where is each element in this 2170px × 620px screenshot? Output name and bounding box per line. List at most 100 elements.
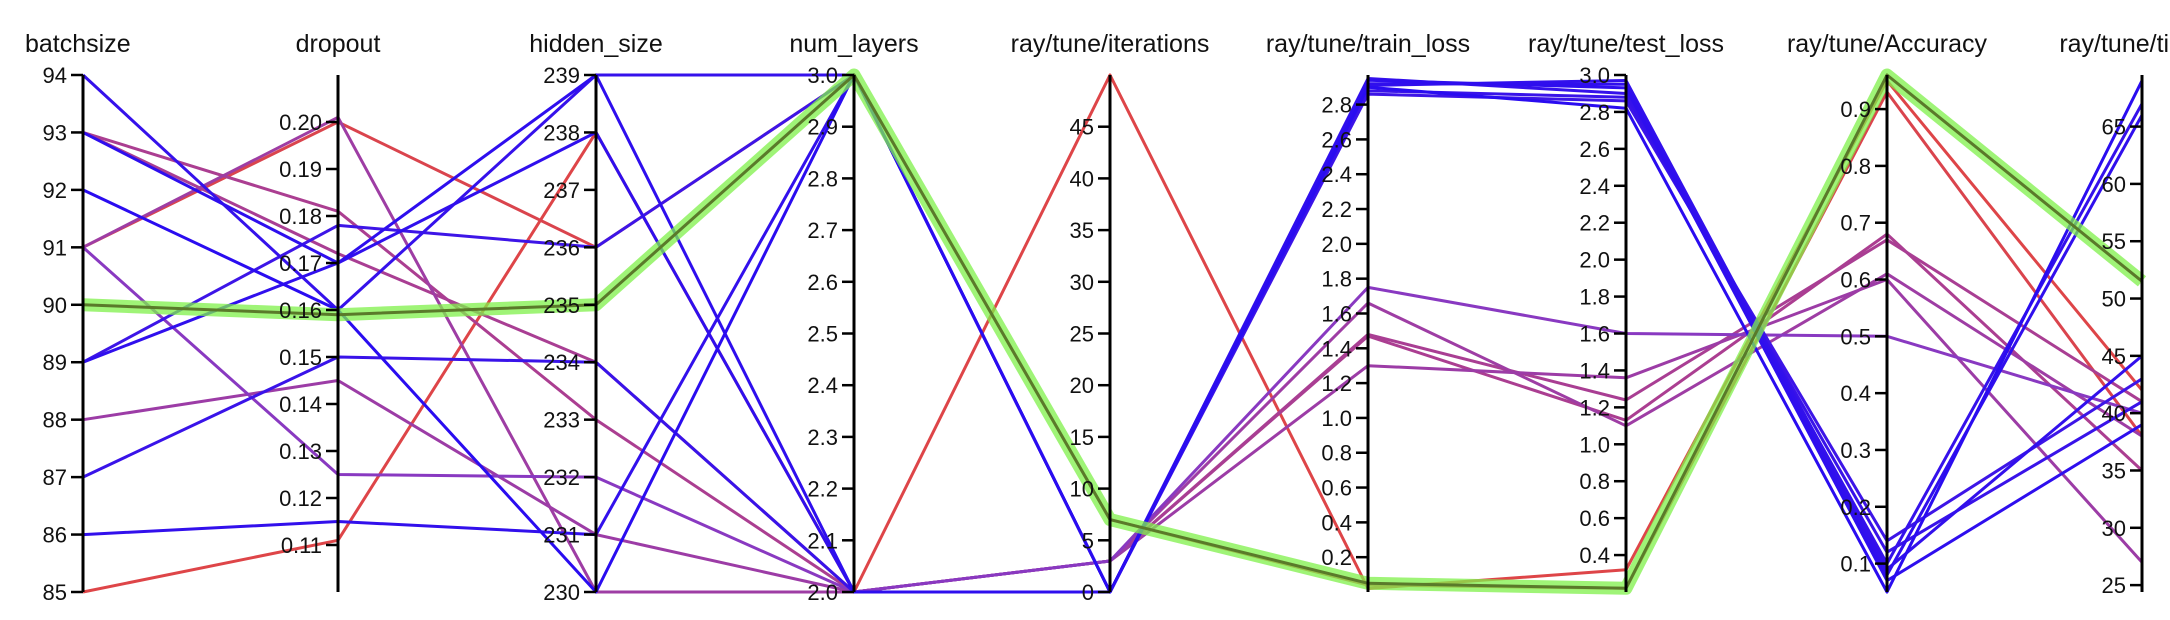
tick-label: 2.1 [807,528,838,553]
tick-label: 35 [1070,218,1094,243]
tick-label: 3.0 [1579,63,1610,88]
tick-label: 234 [543,350,580,375]
axes: batchsize85868788899091929394dropout0.11… [25,30,2170,605]
tick-label: 0.8 [1840,154,1871,179]
tick-label: 0.2 [1321,545,1352,570]
tick-label: 1.6 [1321,301,1352,326]
tick-label: 25 [1070,322,1094,347]
tick-label: 0.19 [279,157,322,182]
axis-num_layers: num_layers 2.0 2.1 2.2 2.3 2.4 2.5 2.6 2.7 2.8 2.9… [789,30,918,605]
axis-title[interactable]: batchsize [25,30,131,58]
tick-label: 0.6 [1579,506,1610,531]
tick-label: 0.7 [1840,211,1871,236]
tick-label: 2.4 [1321,162,1352,187]
tick-label: 3.0 [807,63,838,88]
tick-label: 1.0 [1321,406,1352,431]
tick-label: 2.6 [1321,127,1352,152]
tick-label: 92 [43,178,67,203]
trial-lines [81,68,2147,595]
tick-label: 65 [2102,115,2126,140]
tick-label: 1.2 [1579,395,1610,420]
tick-label: 2.5 [807,322,838,347]
axis-title[interactable]: ray/tune/time_t [2059,30,2170,58]
tick-label: 30 [1070,270,1094,295]
tick-label: 0.9 [1840,97,1871,122]
tick-label: 1.0 [1579,432,1610,457]
tick-label: 0.15 [279,345,322,370]
tick-label: 0.4 [1840,381,1871,406]
axis-title[interactable]: ray/tune/Accuracy [1787,30,1988,58]
axis-title[interactable]: hidden_size [529,30,662,58]
tick-label: 0.5 [1840,324,1871,349]
tick-label: 0.8 [1321,441,1352,466]
axis-hidden_size: hidden_size 230 231 232 233 234 235 236 237 238 23… [529,30,662,605]
tick-label: 238 [543,120,580,145]
tick-label: 15 [1070,425,1094,450]
tick-label: 10 [1070,477,1094,502]
tick-label: 89 [43,350,67,375]
tick-label: 5 [1082,528,1094,553]
tick-label: 90 [43,293,67,318]
tick-label: 0.6 [1321,476,1352,501]
tick-label: 2.3 [807,425,838,450]
tick-label: 1.6 [1579,322,1610,347]
axis-title[interactable]: ray/tune/train_loss [1266,30,1470,58]
tick-label: 2.6 [1579,137,1610,162]
axis-dropout: dropout 0.11 0.12 0.13 0.14 0.15 0.16 0.17 0.18 0… [279,30,380,592]
tick-label: 0.14 [279,392,322,417]
axis-title[interactable]: ray/tune/iterations [1011,30,1210,58]
tick-label: 2.2 [1321,197,1352,222]
tick-label: 0.2 [1840,495,1871,520]
tick-label: 239 [543,63,580,88]
tick-label: 2.8 [1321,93,1352,118]
tick-label: 2.8 [807,166,838,191]
axis-title[interactable]: dropout [296,30,381,58]
tick-label: 93 [43,120,67,145]
axis-train_loss: ray/tune/train_loss 0.2 0.4 0.6 0.8 1.0 1.2 1.4… [1266,30,1470,592]
tick-label: 1.4 [1579,358,1610,383]
tick-label: 86 [43,523,67,548]
tick-label: 45 [1070,115,1094,140]
tick-label: 0.11 [281,533,322,558]
highlighted-trial-halo [82,68,2147,595]
tick-label: 0.1 [1840,552,1871,577]
axis-title[interactable]: ray/tune/test_loss [1528,30,1724,58]
tick-label: 1.8 [1579,285,1610,310]
axis-test_loss: ray/tune/test_loss 0.4 0.6 0.8 1.0 1.2 1.4 1.6 1… [1528,30,1724,592]
trial-line [82,278,2144,594]
tick-label: 60 [2102,172,2126,197]
tick-label: 235 [543,293,580,318]
tick-label: 231 [543,523,580,548]
tick-label: 2.6 [807,270,838,295]
tick-label: 0.17 [279,251,322,276]
tick-label: 88 [43,408,67,433]
tick-label: 2.8 [1579,100,1610,125]
tick-label: 0.16 [279,298,322,323]
tick-label: 25 [2102,573,2126,598]
tick-label: 2.0 [1321,232,1352,257]
tick-label: 45 [2102,344,2126,369]
axis-batchsize: batchsize 85 86 87 88 89 90 91 92 93 94 [25,30,131,605]
axis-accuracy: ray/tune/Accuracy 0.1 0.2 0.3 0.4 0.5 0.6 0.7 0.… [1787,30,1988,592]
tick-label: 2.7 [807,218,838,243]
tick-label: 2.2 [1579,211,1610,236]
tick-label: 94 [43,63,67,88]
tick-label: 20 [1070,373,1094,398]
tick-label: 232 [543,465,580,490]
tick-label: 0.13 [279,439,322,464]
tick-label: 237 [543,178,580,203]
tick-label: 0.6 [1840,268,1871,293]
tick-label: 1.8 [1321,267,1352,292]
tick-label: 30 [2102,516,2126,541]
tick-label: 0.20 [279,110,322,135]
tick-label: 85 [43,580,67,605]
tick-label: 35 [2102,458,2126,483]
tick-label: 40 [1070,166,1094,191]
tick-label: 236 [543,235,580,260]
axis-iterations: ray/tune/iterations 0 5 10 15 20 25 30 35 40 45 [1011,30,1210,605]
tick-label: 233 [543,408,580,433]
tick-label: 0.4 [1321,510,1352,535]
tick-label: 2.0 [1579,248,1610,273]
axis-title[interactable]: num_layers [789,30,918,58]
